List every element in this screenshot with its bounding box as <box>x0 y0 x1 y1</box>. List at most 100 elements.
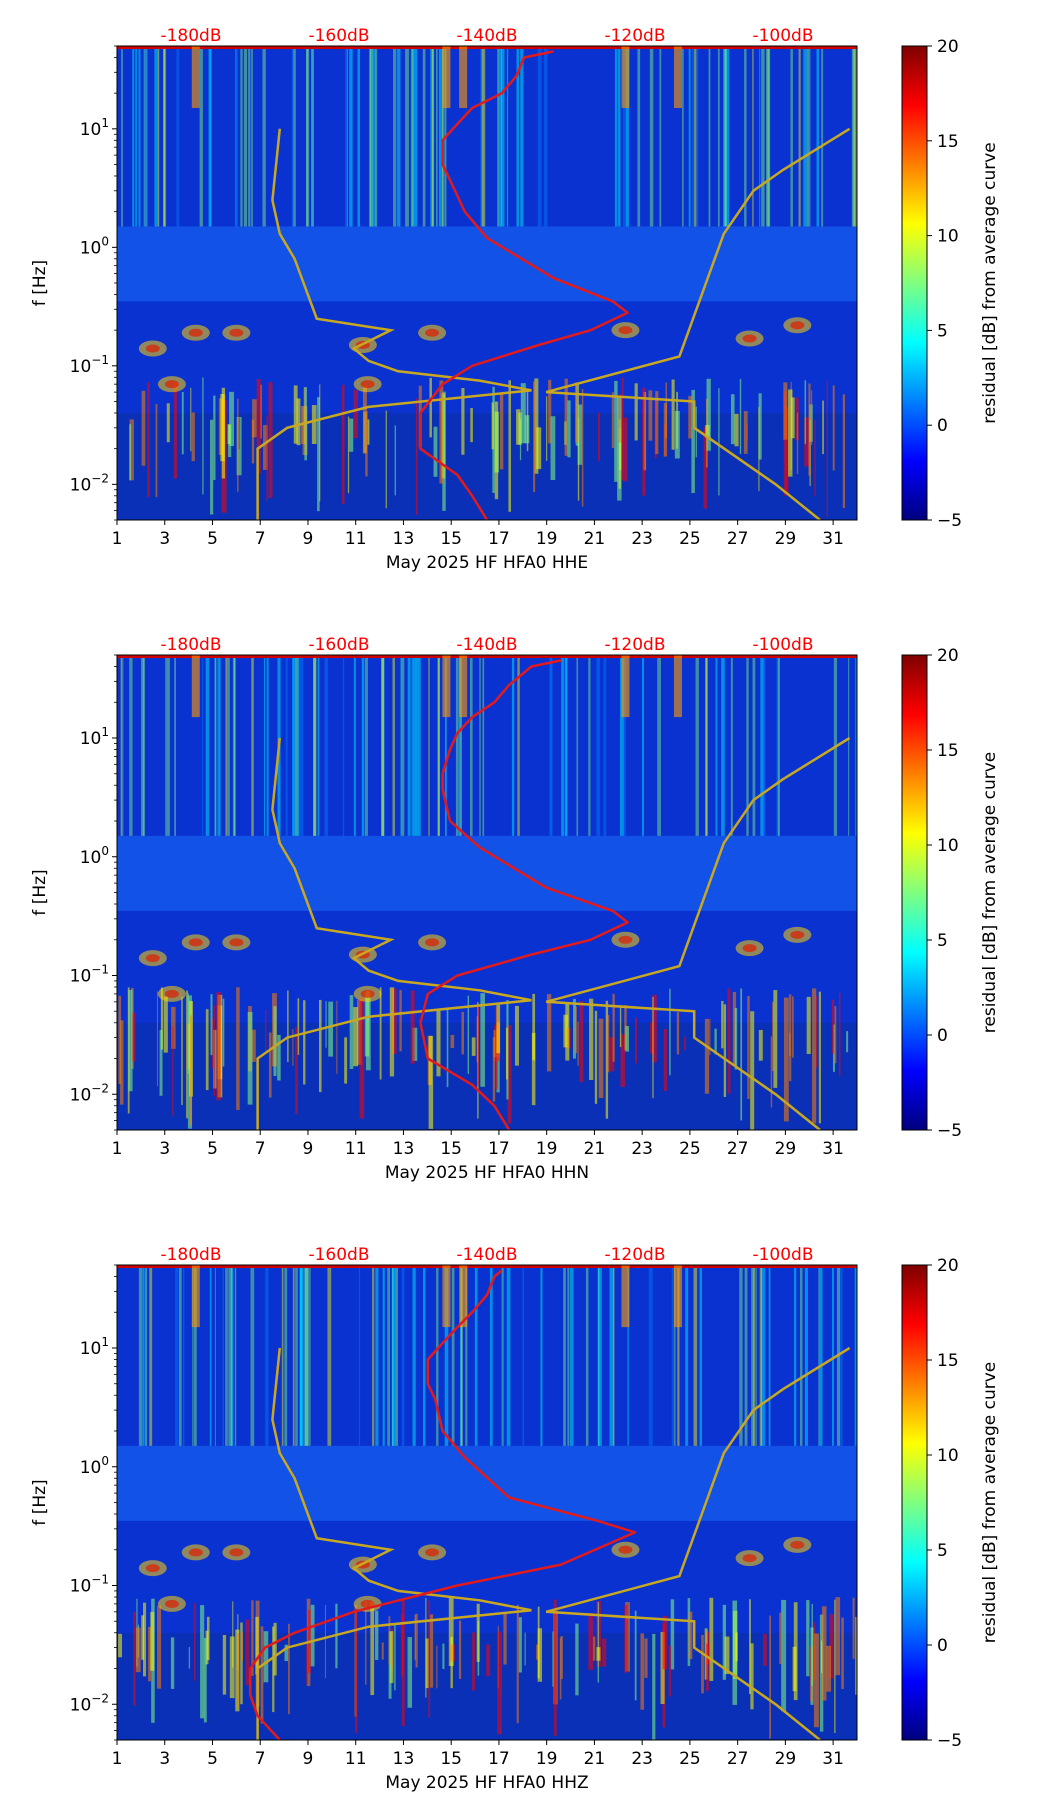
streak <box>670 1599 675 1670</box>
x-tick-label: 9 <box>303 529 314 549</box>
top-hotspot <box>191 1265 200 1328</box>
streak <box>476 1603 480 1662</box>
streak <box>803 46 807 227</box>
nhnm-line <box>545 127 851 520</box>
streak <box>524 415 530 444</box>
streak <box>766 46 770 227</box>
streak <box>676 1012 680 1055</box>
streak <box>575 1623 579 1696</box>
streak <box>596 1647 601 1661</box>
streak <box>789 994 792 1082</box>
x-tick-label: 11 <box>345 1139 367 1159</box>
streak <box>229 391 235 447</box>
streak <box>176 46 180 227</box>
streak <box>364 991 370 1057</box>
streak <box>181 392 184 455</box>
streak <box>389 1631 394 1684</box>
streak <box>238 417 240 450</box>
x-tick-label: 19 <box>536 529 558 549</box>
streak <box>399 990 402 1052</box>
streak <box>172 1026 174 1116</box>
streak <box>209 1265 212 1446</box>
streak <box>772 1001 774 1071</box>
db-label: -120dB <box>604 1245 665 1265</box>
streak <box>425 1638 429 1689</box>
streak <box>345 46 347 227</box>
streak <box>272 1626 275 1713</box>
streak <box>543 46 548 227</box>
streak <box>251 1029 256 1062</box>
colorbar <box>901 1264 928 1741</box>
streak <box>412 46 414 227</box>
streak <box>577 404 583 465</box>
streak <box>609 1037 615 1072</box>
db-label: -180dB <box>160 1245 221 1265</box>
y-tick-label: 10−1 <box>70 963 109 987</box>
streak <box>567 1265 570 1446</box>
streak <box>560 1636 563 1680</box>
nlnm-line <box>256 737 532 1130</box>
streak <box>588 1613 594 1670</box>
streak <box>759 1265 762 1446</box>
streak <box>579 1001 584 1083</box>
streak <box>520 46 524 227</box>
streak <box>622 46 626 227</box>
streak <box>392 988 397 1054</box>
streak <box>297 655 300 836</box>
streak <box>213 1005 216 1097</box>
top-band <box>117 655 857 658</box>
streak <box>222 1265 224 1446</box>
streak <box>501 1265 504 1446</box>
streak <box>163 46 166 227</box>
streak <box>165 655 170 836</box>
streak <box>295 1265 298 1446</box>
streak <box>552 1631 554 1687</box>
streak <box>518 1617 522 1673</box>
streak <box>619 1005 622 1048</box>
x-tick-label: 3 <box>159 529 170 549</box>
streak <box>216 992 221 1101</box>
streak <box>776 655 778 836</box>
streak <box>175 1265 179 1446</box>
top-hotspot <box>621 1265 630 1328</box>
streak <box>641 655 644 836</box>
streak <box>205 1630 209 1665</box>
streak <box>665 382 667 439</box>
top-hotspot <box>673 46 682 108</box>
streak <box>121 46 123 227</box>
colorbar-tick-label: 20 <box>937 646 959 666</box>
streak <box>263 425 268 470</box>
streak <box>291 46 294 227</box>
streak <box>347 416 350 494</box>
streak <box>536 427 542 470</box>
x-tick-label: 25 <box>679 1139 701 1159</box>
streak <box>727 988 731 1094</box>
hotspot <box>164 1599 179 1608</box>
streak <box>796 412 799 475</box>
streak <box>657 655 661 836</box>
streak <box>723 1004 727 1097</box>
streak <box>668 1645 672 1697</box>
x-tick-label: 19 <box>536 1139 558 1159</box>
streak <box>227 655 230 836</box>
streak <box>508 380 512 512</box>
streak <box>397 46 401 227</box>
streak <box>622 417 628 482</box>
streak <box>240 1622 243 1705</box>
x-tick-label: 25 <box>679 1749 701 1769</box>
streak <box>696 46 699 227</box>
streak <box>705 655 708 836</box>
top-hotspot <box>191 655 200 718</box>
streak <box>306 1645 308 1685</box>
streak <box>135 46 137 227</box>
streak <box>266 415 268 501</box>
streak <box>755 1265 757 1446</box>
streak <box>806 46 811 227</box>
streak <box>414 1614 416 1661</box>
streak <box>501 1265 503 1446</box>
spectrogram <box>117 655 857 1130</box>
streak <box>703 426 708 509</box>
streak <box>318 999 322 1093</box>
streak <box>365 411 368 477</box>
streak <box>486 1644 491 1677</box>
